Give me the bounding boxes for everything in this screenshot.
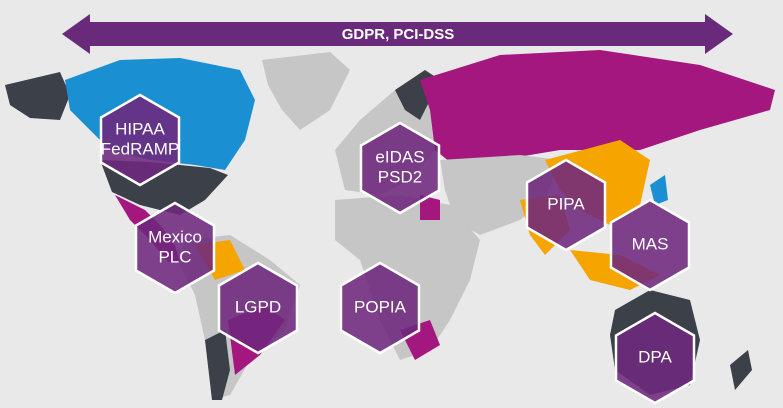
region-label: PSD2 [378,167,422,186]
region-label: LGPD [235,297,281,316]
region-hexagon [609,198,691,292]
region-hexagon [217,261,299,355]
region-hexagon [134,201,216,295]
alaska [5,72,70,120]
banner-arrow [62,14,733,54]
region-label: eIDAS [375,147,424,166]
region-label: DPA [638,347,672,366]
region-hexagon [99,93,181,187]
region-label: FedRAMP [101,139,179,158]
chile [205,330,230,400]
russia [420,50,775,170]
middle-east [440,155,560,235]
region-label: PLC [158,247,191,266]
region-hexagon [525,158,607,252]
region-label: POPIA [354,297,407,316]
region-label: MAS [632,234,669,253]
region-hexagon [359,121,441,215]
region-label: HIPAA [115,119,165,138]
region-label: PIPA [547,194,585,213]
region-hexagon [339,261,421,355]
new-zealand [730,350,752,390]
egypt [420,195,440,220]
greenland [262,52,350,130]
region-hexagon [614,311,696,405]
banner-text: GDPR, PCI-DSS [342,26,455,43]
korea [650,175,668,205]
region-label: Mexico [148,227,202,246]
